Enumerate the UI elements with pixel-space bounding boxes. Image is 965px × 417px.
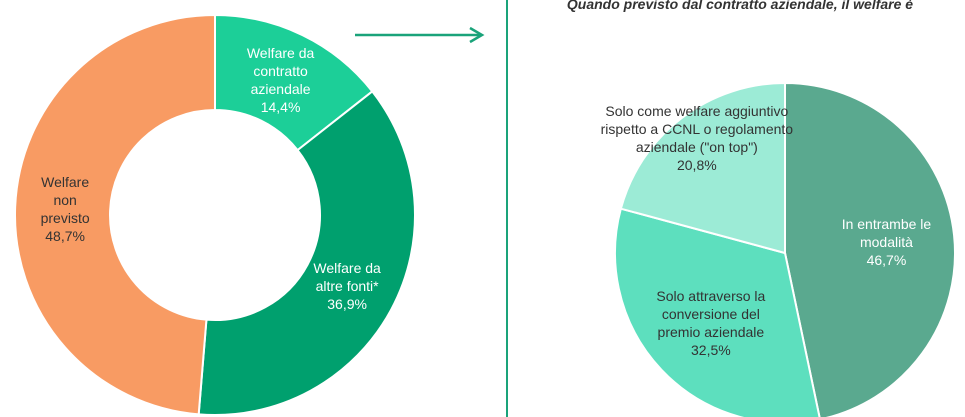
value-label: 14,4% (260, 99, 301, 116)
slice-label: Solo attraverso la conversione del premi… (641, 287, 781, 359)
slice (619, 81, 786, 255)
chart-title: Quando previsto dal contratto aziendale,… (566, 0, 914, 12)
slice (784, 81, 956, 417)
category-label: Solo come welfare aggiuntivo rispetto a … (600, 102, 794, 155)
slice-label: In entrambe le modalità 46,7% (836, 215, 936, 269)
category-label: Solo attraverso la conversione del premi… (656, 288, 766, 341)
category-label: Welfare da contratto aziendale (246, 45, 315, 98)
value-label: 32,5% (691, 342, 731, 359)
slice-label: Welfare da altre fonti* 36,9% (312, 259, 382, 313)
slice-label: Welfare non previsto 48,7% (30, 173, 100, 245)
value-label: 46,7% (866, 252, 907, 269)
category-label: Welfare da altre fonti* (313, 260, 381, 295)
value-label: 36,9% (327, 296, 367, 313)
slice (614, 207, 821, 417)
slice-label: Welfare da contratto aziendale 14,4% (236, 44, 326, 116)
slice (197, 90, 416, 416)
value-label: 48,7% (45, 227, 85, 244)
category-label: In entrambe le modalità (841, 216, 932, 251)
slice (14, 13, 216, 416)
category-label: Welfare non previsto (40, 173, 90, 226)
slice-label: Solo come welfare aggiuntivo rispetto a … (592, 102, 802, 174)
arrow-head (469, 26, 485, 44)
value-label: 20,8% (676, 156, 717, 173)
